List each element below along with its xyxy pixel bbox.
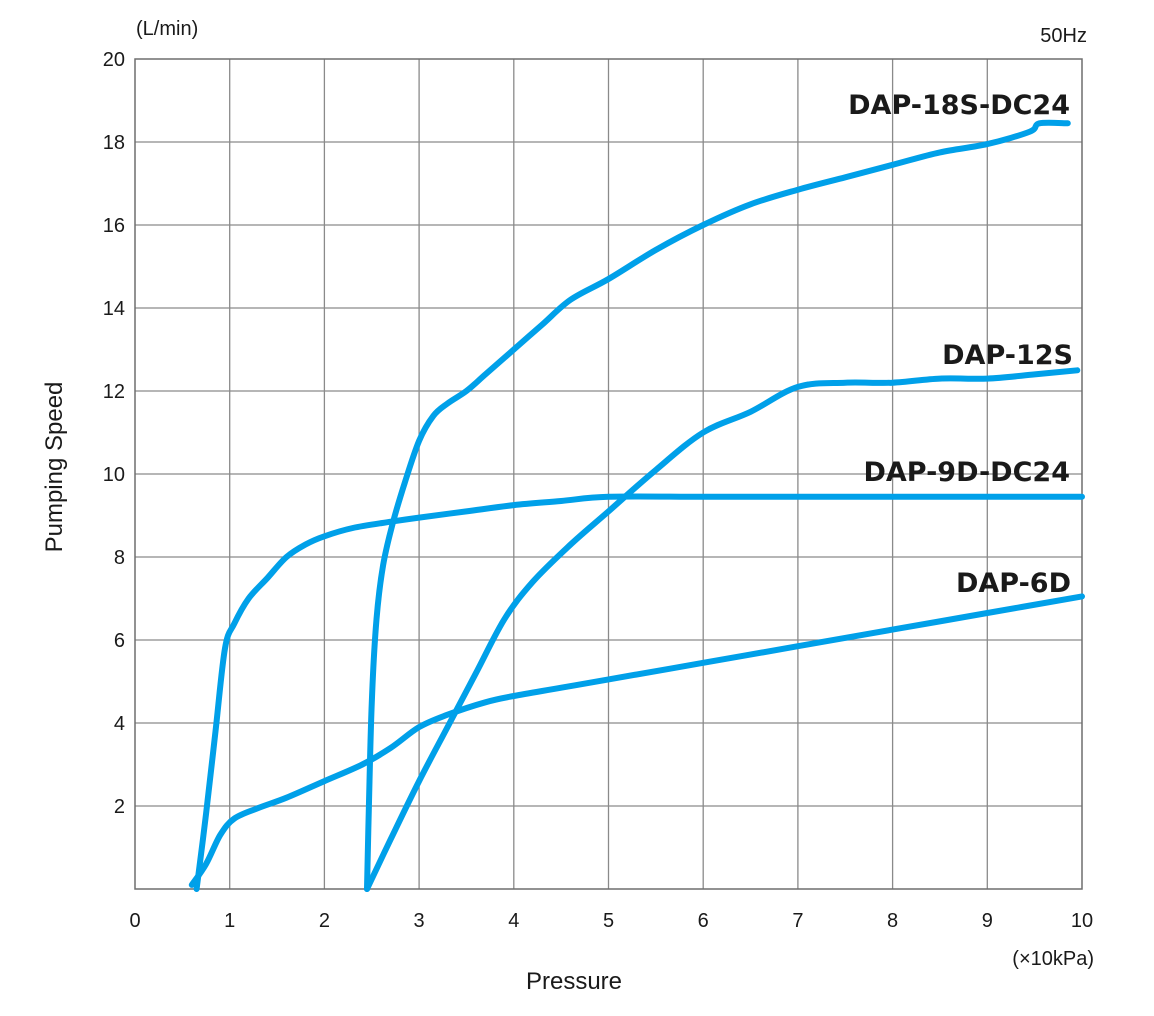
x-tick-label: 8 bbox=[887, 910, 898, 932]
x-tick-label: 7 bbox=[792, 910, 803, 932]
series-line-dap-18s-dc24 bbox=[364, 119, 1071, 892]
series-curves bbox=[188, 119, 1085, 892]
y-unit-label: (L/min) bbox=[136, 18, 198, 40]
y-tick-label: 6 bbox=[114, 630, 125, 652]
y-tick-label: 14 bbox=[103, 298, 125, 320]
y-tick-label: 18 bbox=[103, 132, 125, 154]
x-axis-title: Pressure bbox=[526, 968, 622, 995]
grid bbox=[135, 59, 1082, 889]
y-axis-title: Pumping Speed bbox=[41, 382, 68, 553]
series-label-dap-6d: DAP-6D bbox=[956, 568, 1071, 599]
x-tick-label: 4 bbox=[508, 910, 519, 932]
series-label-dap-18s-dc24: DAP-18S-DC24 bbox=[848, 90, 1070, 121]
x-tick-label: 6 bbox=[698, 910, 709, 932]
y-tick-label: 16 bbox=[103, 215, 125, 237]
x-tick-label: 9 bbox=[982, 910, 993, 932]
y-tick-label: 10 bbox=[103, 464, 125, 486]
series-label-dap-12s: DAP-12S bbox=[942, 340, 1073, 371]
y-tick-label: 4 bbox=[114, 713, 125, 735]
x-tick-label: 1 bbox=[224, 910, 235, 932]
x-tick-label: 3 bbox=[414, 910, 425, 932]
x-tick-label: 2 bbox=[319, 910, 330, 932]
x-tick-label: 5 bbox=[603, 910, 614, 932]
frequency-label: 50Hz bbox=[1040, 25, 1087, 47]
series-line-dap-9d-dc24 bbox=[193, 493, 1085, 892]
series-labels: DAP-18S-DC24 DAP-12S DAP-9D-DC24 DAP-6D bbox=[848, 90, 1073, 599]
y-tick-label: 20 bbox=[103, 49, 125, 71]
x-tick-label: 10 bbox=[1071, 910, 1093, 932]
x-unit-label: (×10kPa) bbox=[1012, 948, 1094, 970]
y-tick-label: 8 bbox=[114, 547, 125, 569]
x-tick-label: 0 bbox=[129, 910, 140, 932]
y-tick-label: 12 bbox=[103, 381, 125, 403]
series-line-dap-6d bbox=[188, 593, 1085, 888]
series-label-dap-9d-dc24: DAP-9D-DC24 bbox=[863, 457, 1070, 488]
y-tick-label: 2 bbox=[114, 796, 125, 818]
plot-frame bbox=[134, 58, 1083, 890]
series-line-dap-12s bbox=[364, 367, 1081, 892]
